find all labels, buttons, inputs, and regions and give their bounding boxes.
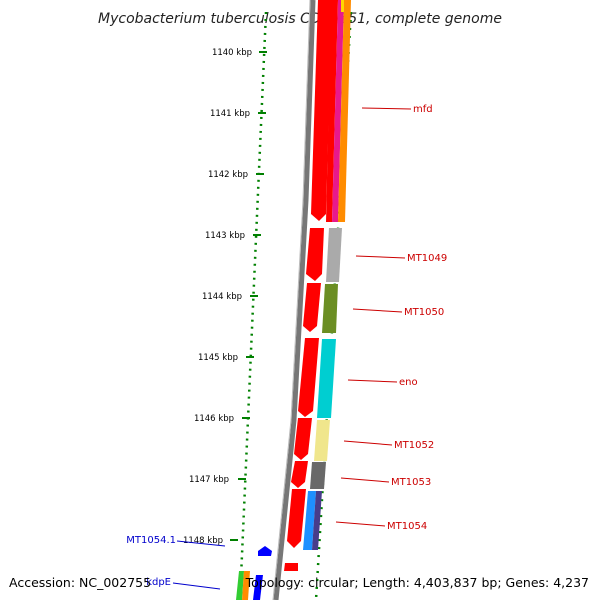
accession-text: Accession: NC_002755 (9, 575, 151, 590)
trna-mt1054-1 (258, 546, 272, 556)
scale-label: 1142 kbp (208, 170, 248, 180)
cds-track (258, 0, 332, 571)
cds-mt1049 (306, 228, 324, 281)
cds-mt1053 (291, 461, 308, 488)
gene-label-mt1054-1[interactable]: MT1054.1 (126, 535, 176, 546)
scale-label: 1145 kbp (198, 353, 238, 363)
gene-label-mfd[interactable]: mfd (413, 104, 433, 115)
cds-mt1052 (294, 418, 312, 460)
backbone-highlight (272, 0, 311, 600)
cds-mt1050 (303, 283, 321, 332)
cds-eno (298, 338, 319, 417)
gene-label-mt1054[interactable]: MT1054 (387, 521, 427, 532)
gene-label-mt1050[interactable]: MT1050 (404, 307, 444, 318)
gene-label-mt1049[interactable]: MT1049 (407, 253, 447, 264)
scale-ticks (230, 51, 267, 541)
cds-mfd (311, 0, 332, 221)
map-title: Mycobacterium tuberculosis CDC1551, comp… (98, 11, 502, 27)
cog-track (236, 0, 351, 600)
scale-ring (238, 11, 268, 600)
scale-label: 1144 kbp (202, 292, 242, 302)
gene-label-leaders (172, 107, 412, 590)
scale-label: 1146 kbp (194, 414, 234, 424)
scale-label: 1140 kbp (212, 48, 252, 58)
backbone-ring (273, 0, 316, 600)
gene-label-mt1052[interactable]: MT1052 (394, 440, 434, 451)
scale-label: 1143 kbp (205, 231, 245, 241)
scale-label: 1148 kbp (183, 536, 223, 546)
gene-label-kdpe[interactable]: kdpE (146, 577, 171, 588)
scale-label: 1147 kbp (189, 475, 229, 485)
topology-text: Topology: circular; Length: 4,403,837 bp… (245, 575, 589, 590)
gene-label-mt1053[interactable]: MT1053 (391, 477, 431, 488)
cds-mt1054 (287, 489, 306, 548)
gene-label-eno[interactable]: eno (399, 377, 418, 388)
scale-label: 1141 kbp (210, 109, 250, 119)
cds-next (284, 563, 298, 571)
